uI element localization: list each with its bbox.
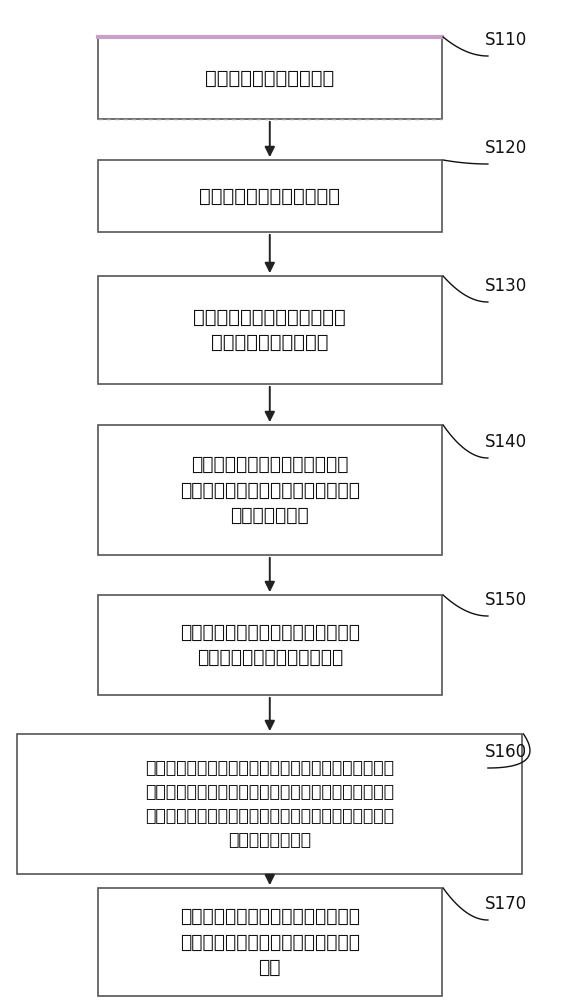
Text: S170: S170 <box>485 895 527 913</box>
Text: 利用较亮成像分子的亚像素位置坐标得出艾里斑模型；
从待处理图像中减去已定位了的较亮成像分子的亚像素
位置坐标上的艾里斑，得到像素区域中的较暗成像分子
的亚像素位: 利用较亮成像分子的亚像素位置坐标得出艾里斑模型； 从待处理图像中减去已定位了的较… <box>145 759 394 849</box>
Text: 将荧光信息记录成原始图像: 将荧光信息记录成原始图像 <box>199 186 340 206</box>
Text: 对原始图像进行去噪和去重叠
处理，得到待处理图像: 对原始图像进行去噪和去重叠 处理，得到待处理图像 <box>193 308 346 352</box>
Text: S130: S130 <box>485 277 528 295</box>
Bar <box>17 734 522 874</box>
Text: 对较亮成像分子的亚像素位置坐标和
较暗成像分子的亚像素位置坐标进行
显示: 对较亮成像分子的亚像素位置坐标和 较暗成像分子的亚像素位置坐标进行 显示 <box>180 907 360 977</box>
Text: S150: S150 <box>485 591 527 609</box>
Bar <box>98 37 442 119</box>
Text: S110: S110 <box>485 31 528 49</box>
Bar <box>98 276 442 384</box>
Text: 获取样本发出的荧光信息: 获取样本发出的荧光信息 <box>205 68 335 88</box>
Bar <box>98 595 442 695</box>
Bar <box>98 425 442 555</box>
Bar <box>98 888 442 996</box>
Text: 从待处理图像中找出图像灰度值
大于设定阈值的候选点，基于候选点
提取出像素区域: 从待处理图像中找出图像灰度值 大于设定阈值的候选点，基于候选点 提取出像素区域 <box>180 455 360 525</box>
Bar <box>98 160 442 232</box>
Text: S140: S140 <box>485 433 527 451</box>
Text: S120: S120 <box>485 139 528 157</box>
Text: 利用辐射对称法定位像素区域中的较
亮成像分子的亚像素位置坐标: 利用辐射对称法定位像素区域中的较 亮成像分子的亚像素位置坐标 <box>180 623 360 667</box>
Text: S160: S160 <box>485 743 527 761</box>
